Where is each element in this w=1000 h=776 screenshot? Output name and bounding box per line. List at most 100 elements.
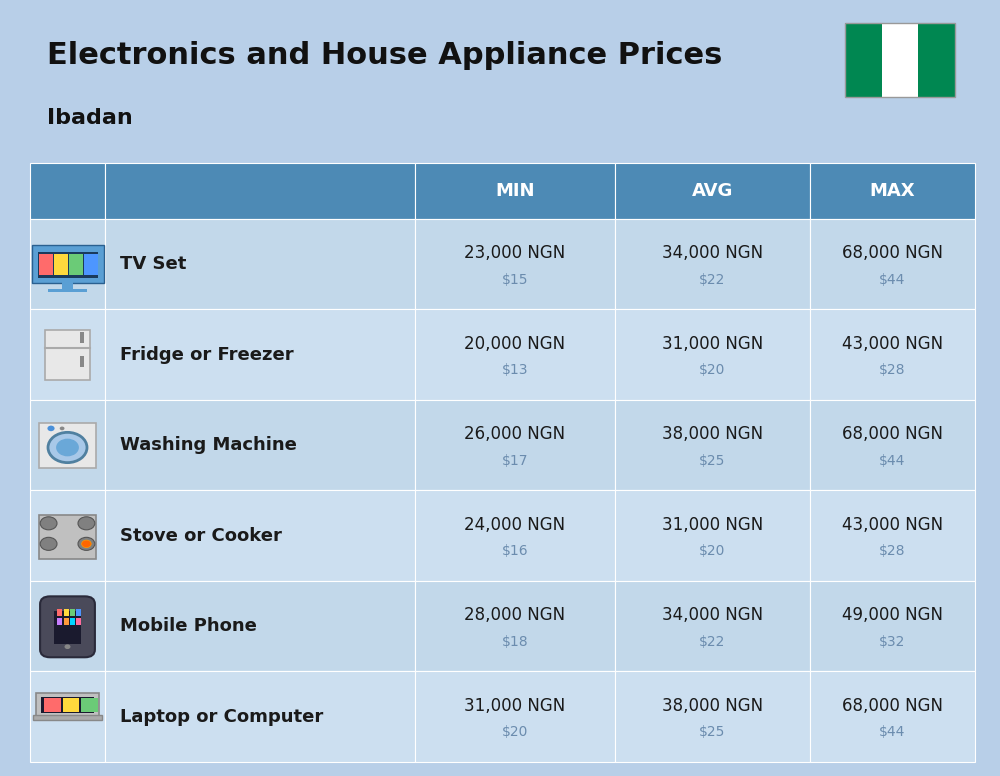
Text: 43,000 NGN: 43,000 NGN [842,516,943,534]
Text: 24,000 NGN: 24,000 NGN [464,516,566,534]
Text: 43,000 NGN: 43,000 NGN [842,334,943,353]
Bar [415,671,615,762]
FancyBboxPatch shape [40,596,95,657]
Text: 68,000 NGN: 68,000 NGN [842,244,943,262]
Bar [415,310,615,400]
Text: $25: $25 [699,454,726,468]
Bar [105,581,415,671]
Bar [845,23,955,97]
Text: $44: $44 [879,454,906,468]
Bar [84,255,98,275]
Bar [64,609,69,616]
Bar [57,609,62,616]
Text: $25: $25 [699,726,726,740]
Circle shape [47,425,55,431]
Bar [30,400,105,490]
Bar [415,219,615,310]
Text: Mobile Phone: Mobile Phone [120,617,257,636]
Bar [882,23,918,97]
Bar [48,289,87,292]
Text: 28,000 NGN: 28,000 NGN [464,606,566,625]
Bar [845,23,882,97]
Text: 31,000 NGN: 31,000 NGN [662,334,763,353]
Bar [615,581,810,671]
Circle shape [40,537,57,550]
Bar [80,332,84,343]
Text: $44: $44 [879,272,906,286]
Bar [70,618,75,625]
Circle shape [64,644,70,649]
Text: Electronics and House Appliance Prices: Electronics and House Appliance Prices [47,41,722,71]
Text: 68,000 NGN: 68,000 NGN [842,425,943,443]
Text: $28: $28 [879,363,906,377]
Text: 49,000 NGN: 49,000 NGN [842,606,943,625]
Bar [54,611,81,644]
Bar [45,331,90,380]
Circle shape [40,517,57,530]
Bar [918,23,955,97]
Circle shape [78,537,95,550]
Bar [30,310,105,400]
Text: Washing Machine: Washing Machine [120,436,297,454]
Bar [30,671,105,762]
Bar [810,490,975,581]
Bar [76,618,81,625]
Text: 31,000 NGN: 31,000 NGN [662,516,763,534]
Bar [810,400,975,490]
Text: Ibadan: Ibadan [47,108,133,128]
Bar [39,514,96,559]
Circle shape [60,427,64,430]
Text: 34,000 NGN: 34,000 NGN [662,606,763,625]
Bar [41,697,94,713]
Text: Fridge or Freezer: Fridge or Freezer [120,345,294,364]
Text: $17: $17 [502,454,528,468]
Bar [415,163,615,219]
Bar [64,618,69,625]
Text: 23,000 NGN: 23,000 NGN [464,244,566,262]
Text: 26,000 NGN: 26,000 NGN [464,425,566,443]
Bar [105,671,415,762]
Bar [69,255,82,275]
Text: $18: $18 [502,635,528,649]
Text: 31,000 NGN: 31,000 NGN [464,697,566,715]
Text: $15: $15 [502,272,528,286]
Bar [39,255,53,275]
Bar [63,698,79,712]
Bar [33,715,102,720]
Bar [615,163,810,219]
Bar [810,163,975,219]
Text: MAX: MAX [870,182,915,200]
Text: TV Set: TV Set [120,255,186,273]
Bar [80,356,84,367]
Text: $22: $22 [699,635,726,649]
Bar [105,400,415,490]
Bar [30,490,105,581]
Bar [105,310,415,400]
Text: 34,000 NGN: 34,000 NGN [662,244,763,262]
Text: 20,000 NGN: 20,000 NGN [464,334,566,353]
Bar [810,671,975,762]
Bar [105,219,415,310]
Bar [105,490,415,581]
Bar [810,219,975,310]
Bar [30,219,105,310]
Text: $32: $32 [879,635,906,649]
Text: $16: $16 [502,544,528,558]
Bar [30,163,105,219]
Bar [38,252,98,278]
Text: $22: $22 [699,272,726,286]
Text: MIN: MIN [495,182,535,200]
Circle shape [82,540,91,548]
Bar [810,581,975,671]
Circle shape [56,438,79,456]
Circle shape [48,432,87,462]
Bar [615,490,810,581]
Text: $13: $13 [502,363,528,377]
Bar [81,698,98,712]
Bar [76,609,81,616]
Bar [39,423,96,469]
Text: Stove or Cooker: Stove or Cooker [120,527,282,545]
Text: 38,000 NGN: 38,000 NGN [662,425,763,443]
Bar [57,618,62,625]
Text: $20: $20 [699,363,726,377]
